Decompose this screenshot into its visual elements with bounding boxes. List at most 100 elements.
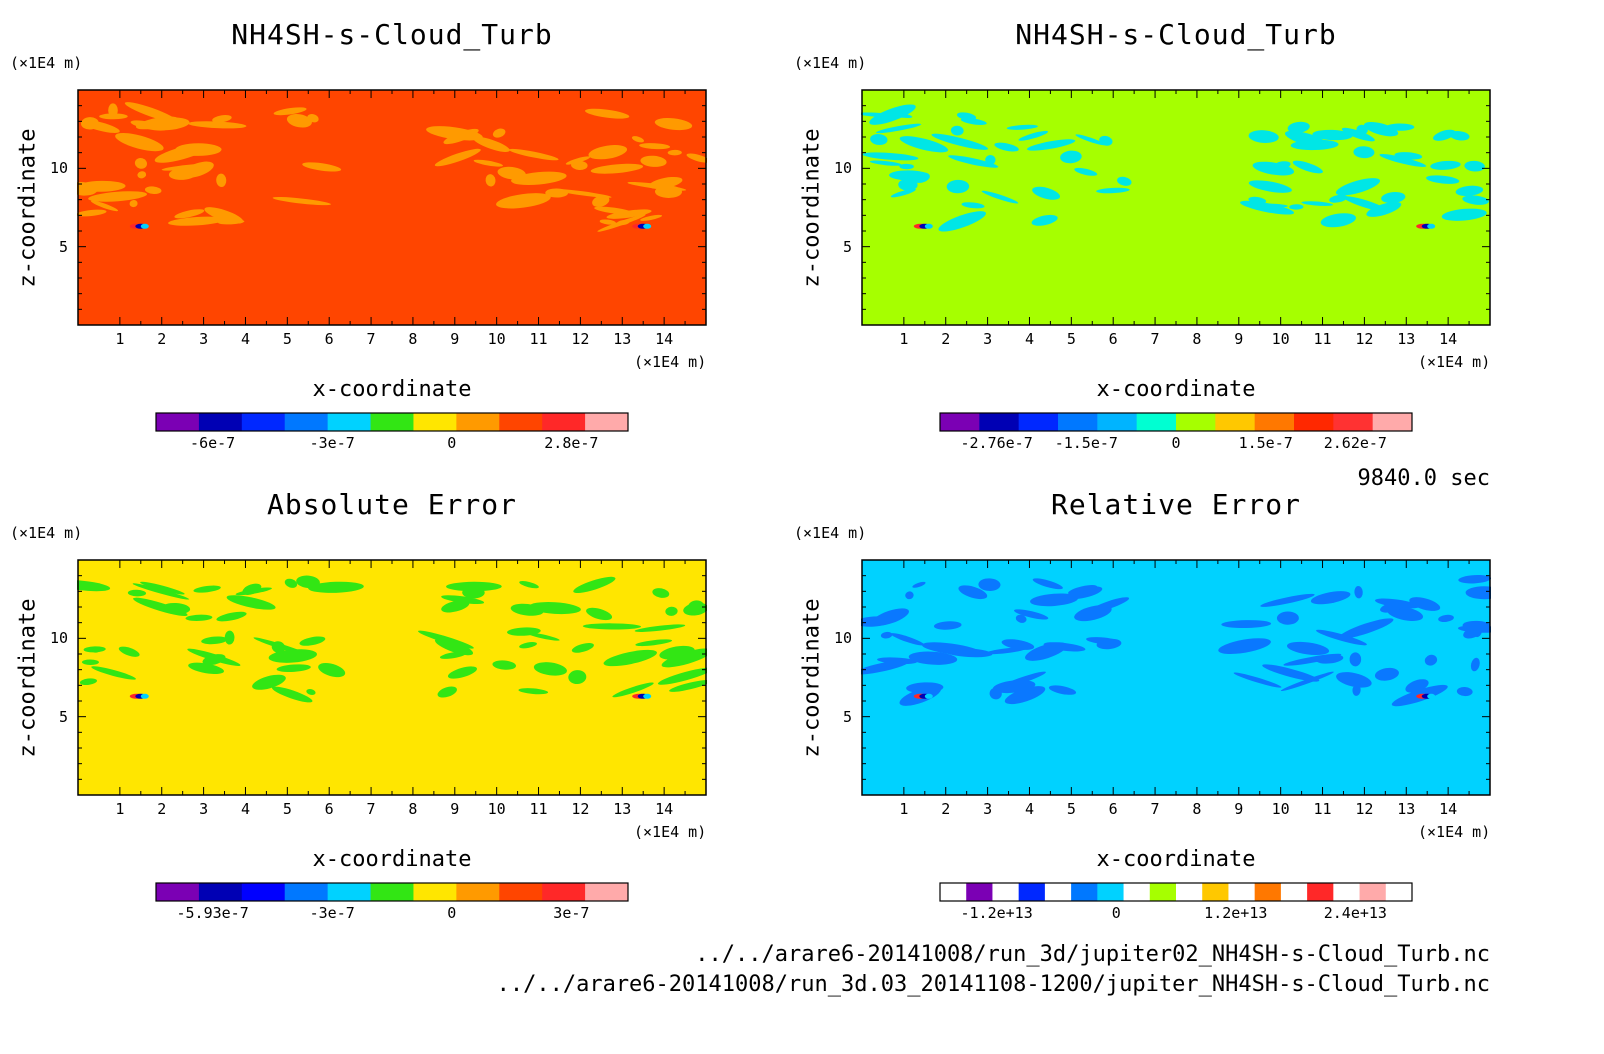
colorbar-swatch <box>284 883 329 901</box>
y-tick-label: 5 <box>58 707 68 726</box>
colorbar-swatch <box>979 413 1020 431</box>
colorbar-swatch <box>327 413 372 431</box>
y-tick-label: 5 <box>58 237 68 256</box>
colorbar-swatch <box>1280 883 1308 901</box>
colorbar-swatch <box>940 413 980 431</box>
x-tick-label: 6 <box>324 800 334 818</box>
x-tick-label: 1 <box>115 800 125 818</box>
x-tick-label: 12 <box>1355 800 1374 818</box>
x-axis-label: x-coordinate <box>1096 847 1256 872</box>
x-tick-label: 14 <box>655 330 674 348</box>
x-tick-label: 3 <box>199 330 209 348</box>
colorbar <box>939 882 1413 902</box>
colorbar-swatch <box>156 883 200 901</box>
x-tick-label: 3 <box>983 800 993 818</box>
colorbar-swatch <box>241 883 286 901</box>
colorbar-swatch <box>1372 413 1413 431</box>
x-tick-label: 10 <box>487 800 506 818</box>
x-tick-label: 1 <box>899 800 909 818</box>
colorbar-swatch <box>1176 413 1216 431</box>
x-tick-label: 4 <box>240 330 250 348</box>
x-tick-label: 11 <box>529 330 548 348</box>
colorbar-swatch <box>1018 883 1046 901</box>
colorbar <box>939 412 1413 432</box>
y-unit-label: (×1E4 m) <box>794 54 867 72</box>
x-tick-label: 7 <box>366 800 376 818</box>
field-pattern <box>861 104 1489 232</box>
x-tick-label: 12 <box>571 800 590 818</box>
plot-area <box>77 89 707 326</box>
x-tick-label: 5 <box>282 330 292 348</box>
colorbar-swatch <box>1202 883 1229 901</box>
time-label: 9840.0 sec <box>1357 466 1490 491</box>
x-tick-label: 2 <box>157 800 167 818</box>
x-tick-label: 5 <box>1066 800 1076 818</box>
x-tick-label: 9 <box>1234 800 1244 818</box>
x-tick-label: 7 <box>1150 800 1160 818</box>
colorbar-tick-label: 0 <box>1111 904 1121 922</box>
y-tick-label: 10 <box>49 629 68 648</box>
hotspot <box>924 693 933 699</box>
colorbar-swatch <box>198 413 243 431</box>
colorbar-tick-label: 2.62e-7 <box>1323 434 1387 452</box>
colorbar-tick-label: 2.4e+13 <box>1323 904 1387 922</box>
x-tick-label: 6 <box>1108 330 1118 348</box>
x-tick-label: 10 <box>1271 330 1290 348</box>
x-tick-label: 9 <box>450 330 460 348</box>
colorbar-swatch <box>1294 413 1334 431</box>
colorbar-swatch <box>1228 883 1256 901</box>
chart-title: Absolute Error <box>266 488 517 521</box>
x-tick-label: 12 <box>1355 330 1374 348</box>
x-tick-label: 10 <box>1271 800 1290 818</box>
footer-file-1: ../../arare6-20141008/run_3d/jupiter02_N… <box>695 942 1490 967</box>
footer-file-2: ../../arare6-20141008/run_3d.03_20141108… <box>496 972 1490 997</box>
x-tick-label: 1 <box>115 330 125 348</box>
colorbar-swatch <box>1176 883 1203 901</box>
field-pattern <box>77 575 707 703</box>
colorbar-tick-label: 0 <box>1171 434 1181 452</box>
colorbar-tick-label: 0 <box>447 904 457 922</box>
hotspot <box>1427 223 1436 229</box>
colorbar <box>155 412 629 432</box>
x-tick-label: 8 <box>1192 330 1202 348</box>
y-axis-label: z-coordinate <box>799 598 825 757</box>
x-tick-label: 8 <box>1192 800 1202 818</box>
x-axis-label: x-coordinate <box>312 847 472 872</box>
x-tick-label: 6 <box>324 330 334 348</box>
hotspot <box>643 693 652 699</box>
colorbar-swatch <box>413 883 457 901</box>
x-tick-label: 3 <box>983 330 993 348</box>
colorbar-swatch <box>585 883 629 901</box>
x-tick-label: 2 <box>941 800 951 818</box>
colorbar-swatch <box>413 413 457 431</box>
x-unit-label: (×1E4 m) <box>1418 353 1491 371</box>
colorbar-tick-label: -5.93e-7 <box>176 904 249 922</box>
colorbar-swatch <box>1385 883 1413 901</box>
x-tick-label: 14 <box>655 800 674 818</box>
x-tick-label: 11 <box>529 800 548 818</box>
colorbar-swatch <box>1097 413 1138 431</box>
hotspot <box>140 223 149 229</box>
x-tick-label: 7 <box>366 330 376 348</box>
colorbar-tick-label: 3e-7 <box>553 904 590 922</box>
colorbar-swatch <box>1071 883 1098 901</box>
chart-title: NH4SH-s-Cloud_Turb <box>1015 18 1337 51</box>
colorbar-tick-label: 2.8e-7 <box>544 434 599 452</box>
colorbar-tick-label: -6e-7 <box>190 434 236 452</box>
x-tick-label: 10 <box>487 330 506 348</box>
x-tick-label: 2 <box>941 330 951 348</box>
x-tick-label: 2 <box>157 330 167 348</box>
colorbar-swatch <box>1215 413 1256 431</box>
colorbar-swatch <box>456 883 500 901</box>
colorbar-swatch <box>499 413 543 431</box>
x-tick-label: 9 <box>450 800 460 818</box>
colorbar-swatch <box>1254 883 1282 901</box>
y-unit-label: (×1E4 m) <box>794 524 867 542</box>
y-tick-label: 10 <box>833 629 852 648</box>
x-tick-label: 1 <box>899 330 909 348</box>
colorbar-swatch <box>1359 883 1387 901</box>
colorbar-swatch <box>327 883 372 901</box>
colorbar-swatch <box>992 883 1020 901</box>
colorbar-swatch <box>456 413 500 431</box>
y-axis-label: z-coordinate <box>15 598 41 757</box>
